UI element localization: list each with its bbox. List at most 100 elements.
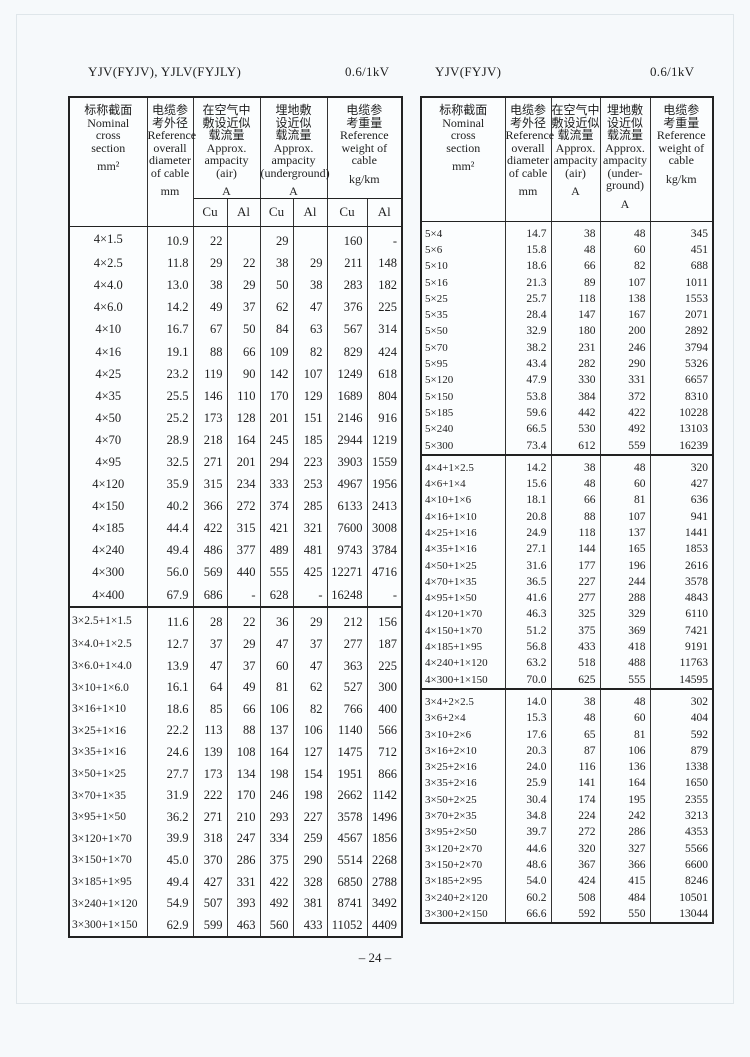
- value-cell: 38: [192, 274, 228, 297]
- table-row: 5×6 15.8 48 60 451: [420, 241, 714, 259]
- header-section: 标称截面 Nominal cross section mm²: [420, 97, 506, 222]
- value-cell: 3578: [326, 806, 368, 829]
- value-cell: 165: [599, 541, 651, 558]
- value-cell: 200: [599, 323, 651, 340]
- value-cell: 433: [550, 638, 601, 656]
- value-cell: 8246: [649, 873, 714, 890]
- cross-section-cell: 3×185+2×95: [420, 873, 506, 890]
- subheader-al: Al: [226, 198, 261, 227]
- value-cell: 6600: [649, 856, 714, 874]
- cross-section-cell: 5×120: [420, 372, 506, 389]
- value-cell: 422: [192, 517, 228, 540]
- table-row: 5×16 21.3 89 107 1011: [420, 274, 714, 291]
- cross-section-cell: 3×50+1×25: [68, 763, 148, 785]
- value-cell: 22: [226, 252, 261, 275]
- value-cell: 829: [326, 340, 368, 364]
- value-cell: 3578: [649, 573, 714, 591]
- table-row: 3×25+2×16 24.0 116 136 1338: [420, 759, 714, 776]
- cross-section-cell: 4×150: [68, 495, 148, 518]
- value-cell: 20.8: [504, 508, 552, 525]
- value-cell: 138: [599, 290, 651, 307]
- value-cell: 422: [599, 404, 651, 422]
- value-cell: 599: [192, 914, 228, 937]
- cross-section-cell: 5×185: [420, 404, 506, 422]
- cross-section-cell: 4×150+1×70: [420, 622, 506, 639]
- value-cell: 941: [649, 508, 714, 525]
- value-cell: 440: [226, 561, 261, 584]
- value-cell: 16239: [649, 437, 714, 455]
- value-cell: 259: [292, 828, 328, 850]
- value-cell: 136: [599, 759, 651, 776]
- value-cell: 6110: [649, 606, 714, 623]
- cross-section-cell: 4×95: [68, 451, 148, 474]
- value-cell: 13103: [649, 421, 714, 438]
- value-cell: 36: [259, 606, 294, 634]
- value-cell: 17.6: [504, 726, 552, 743]
- cross-section-cell: 4×2.5: [68, 252, 148, 275]
- header-line: 敷设近似: [551, 115, 600, 130]
- value-cell: 67: [192, 318, 228, 341]
- value-cell: 375: [550, 622, 601, 639]
- value-cell: 508: [550, 889, 601, 906]
- value-cell: 712: [366, 741, 403, 764]
- value-cell: 8741: [326, 892, 368, 915]
- value-cell: 1856: [366, 828, 403, 850]
- value-cell: 151: [292, 407, 328, 430]
- value-cell: 9743: [326, 539, 368, 562]
- table-row: 4×70 28.9 218 164 245 185 2944 1219: [68, 429, 403, 452]
- value-cell: 277: [326, 633, 368, 656]
- value-cell: 766: [326, 698, 368, 721]
- value-cell: 50: [259, 274, 294, 297]
- value-cell: 39.7: [504, 824, 552, 841]
- value-cell: 320: [649, 453, 714, 476]
- value-cell: 38: [550, 221, 601, 242]
- header-line: Approx.: [555, 140, 596, 155]
- value-cell: 182: [366, 274, 403, 297]
- value-cell: 4353: [649, 824, 714, 841]
- value-cell: 16.7: [146, 318, 194, 341]
- value-cell: 25.9: [504, 775, 552, 792]
- page-frame: [16, 14, 734, 1004]
- table-row: 4×10+1×6 18.1 66 81 636: [420, 492, 714, 509]
- table-row: 4×16+1×10 20.8 88 107 941: [420, 508, 714, 525]
- value-cell: 245: [259, 429, 294, 452]
- header-line: ampacity: [271, 153, 316, 167]
- value-cell: 518: [550, 655, 601, 672]
- value-cell: 804: [366, 385, 403, 408]
- value-cell: 879: [649, 742, 714, 759]
- header-line: overall: [511, 140, 545, 155]
- value-cell: 7600: [326, 517, 368, 540]
- value-cell: 427: [192, 871, 228, 893]
- table-row: 4×4+1×2.5 14.2 38 48 320: [420, 453, 714, 476]
- value-cell: 3492: [366, 892, 403, 915]
- value-cell: 489: [259, 539, 294, 562]
- value-cell: -: [366, 584, 403, 608]
- header-line: (air): [565, 165, 586, 180]
- cross-section-cell: 3×10+2×6: [420, 726, 506, 743]
- header-line: cross: [450, 128, 476, 142]
- value-cell: 422: [259, 871, 294, 893]
- value-cell: 11.8: [146, 252, 194, 275]
- value-cell: 688: [649, 258, 714, 275]
- header-line: A: [222, 184, 231, 198]
- value-cell: 9191: [649, 638, 714, 656]
- value-cell: 225: [366, 296, 403, 319]
- value-cell: 2892: [649, 323, 714, 340]
- value-cell: 320: [550, 840, 601, 857]
- value-cell: 244: [599, 573, 651, 591]
- value-cell: 39.9: [146, 828, 194, 850]
- value-cell: 12.7: [146, 633, 194, 656]
- page-number: – 24 –: [358, 950, 392, 965]
- value-cell: 224: [550, 807, 601, 825]
- value-cell: 2268: [366, 849, 403, 872]
- cross-section-cell: 5×25: [420, 290, 506, 307]
- table-row: 4×35 25.5 146 110 170 129 1689 804: [68, 385, 403, 408]
- value-cell: 30.4: [504, 791, 552, 808]
- cross-section-cell: 3×70+2×35: [420, 807, 506, 825]
- value-cell: 107: [292, 363, 328, 386]
- value-cell: 1249: [326, 363, 368, 386]
- value-cell: 34.8: [504, 807, 552, 825]
- header-line: 埋地敷: [275, 103, 312, 117]
- header-line: 考重量: [346, 115, 383, 130]
- cross-section-cell: 5×35: [420, 306, 506, 324]
